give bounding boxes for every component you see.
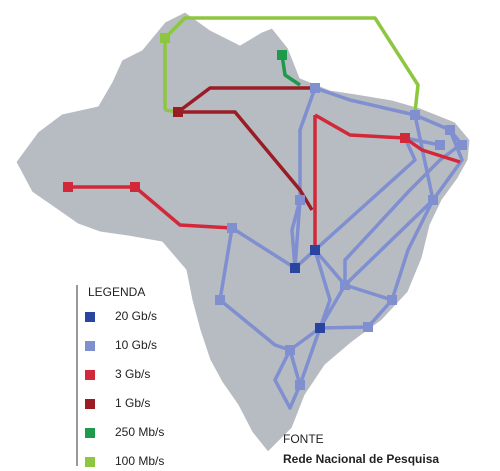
link [280,54,301,87]
node [227,223,237,233]
legend-swatch [85,399,95,409]
legend-swatch [85,428,95,438]
legend-label: 1 Gb/s [115,396,150,410]
node [387,295,397,305]
source-name: Rede Nacional de Pesquisa [283,452,439,466]
legend-title: LEGENDA [88,285,145,299]
legend-label: 3 Gb/s [115,367,150,381]
legend-swatch [85,370,95,380]
node [310,83,320,93]
node [435,140,445,150]
link [293,87,317,269]
link [68,185,233,230]
node [400,133,410,143]
node [340,280,350,290]
link [163,16,420,113]
network [63,16,467,410]
link [218,227,291,352]
source-label: FONTE [283,432,324,446]
node [290,263,300,273]
legend-label: 10 Gb/s [115,338,157,352]
legend-label: 100 Mb/s [115,454,164,468]
link [290,199,302,269]
legend-label: 20 Gb/s [115,309,157,323]
node [315,323,325,333]
node [215,295,225,305]
node [130,182,140,192]
link [176,86,315,114]
node [277,50,287,60]
node [285,345,295,355]
node [457,140,467,150]
node [295,195,305,205]
node [410,110,420,120]
legend-swatch [85,341,95,351]
legend-swatch [85,312,95,322]
link [293,136,441,270]
legend-label: 250 Mb/s [115,425,164,439]
link [298,249,332,386]
node [445,125,455,135]
node [310,245,320,255]
node [63,182,73,192]
legend-swatch [85,457,95,467]
node [160,33,170,43]
node [428,195,438,205]
link [231,226,347,287]
link [178,110,314,211]
node [295,380,305,390]
node [363,322,373,332]
node [173,107,183,117]
